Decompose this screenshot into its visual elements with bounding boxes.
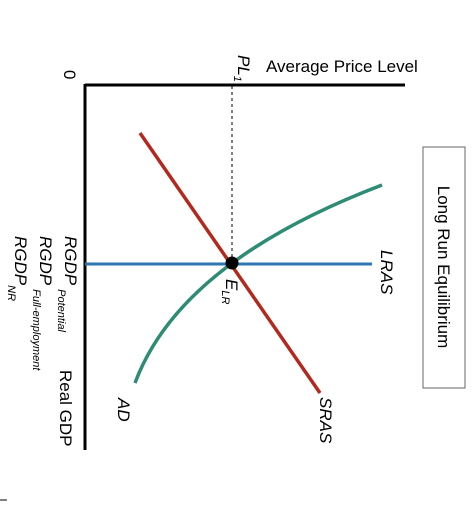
price-level-main: PL	[234, 55, 253, 76]
title-box	[422, 146, 466, 389]
gdp-sub: Potential	[55, 289, 67, 332]
price-axis-label: Average Price Level	[266, 57, 418, 76]
origin-label: 0	[60, 70, 79, 79]
price-level-label: PL1	[231, 55, 253, 82]
box-title: Long Run Equilibrium	[434, 186, 453, 349]
sras-label: SRAS	[316, 397, 335, 444]
ad-label: AD	[114, 397, 133, 422]
sras-curve	[133, 183, 383, 384]
output-axis-label: Real GDP	[56, 370, 75, 447]
gdp-label: RGDP Full-employment	[30, 236, 55, 371]
gdp-main: RGDP	[11, 236, 30, 286]
gdp-label: RGDPNR	[5, 236, 30, 301]
gdp-sub: NR	[5, 285, 17, 301]
equilibrium-point	[225, 256, 239, 270]
price-level-sub: 1	[231, 76, 243, 82]
gdp-main: RGDP	[61, 236, 80, 286]
gdp-sub: Full-employment	[30, 289, 42, 371]
lras-label: LRAS	[377, 250, 396, 295]
equilibrium-label: ELR	[219, 279, 241, 304]
equilibrium-main: E	[222, 279, 241, 291]
gdp-main: RGDP	[36, 236, 55, 286]
gdp-label: RGDP Potential	[55, 236, 80, 332]
equilibrium-sub: LR	[219, 290, 231, 304]
